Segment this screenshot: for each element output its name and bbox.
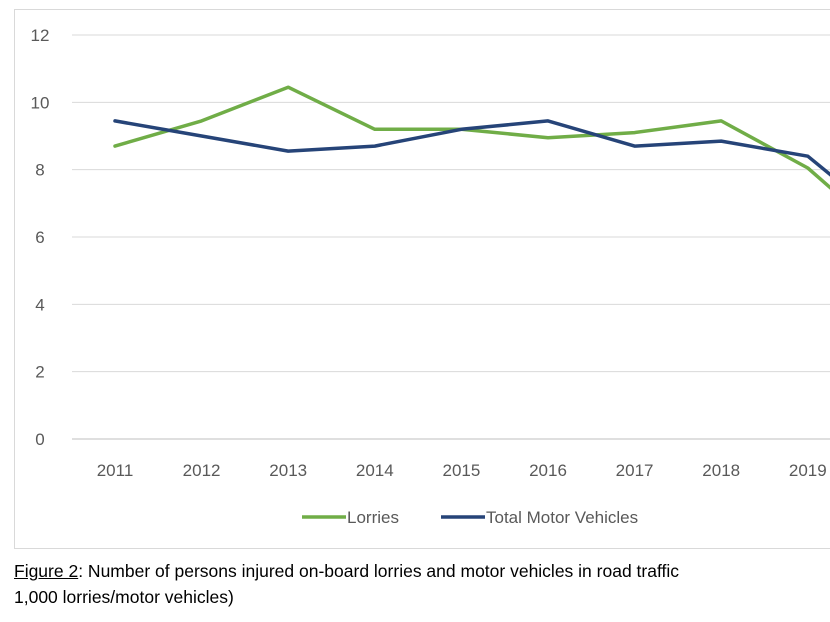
- caption-text: : Number of persons injured on-board lor…: [78, 561, 680, 581]
- series-lines: [113, 85, 830, 190]
- legend-label: Lorries: [347, 508, 399, 527]
- x-tick-label: 2018: [702, 461, 740, 480]
- y-tick-label: 2: [35, 363, 44, 382]
- caption-line-2: 1,000 lorries/motor vehicles): [14, 587, 234, 607]
- y-tick-label: 12: [31, 26, 50, 45]
- figure-label: Figure 2: [14, 561, 79, 581]
- y-axis-tick-labels: 0 2 4 6 8 10 12: [31, 26, 50, 449]
- x-tick-label: 2016: [529, 461, 567, 480]
- y-tick-label: 6: [35, 228, 44, 247]
- x-tick-label: 2019: [789, 461, 827, 480]
- series-line-lorries: [113, 85, 830, 190]
- y-tick-label: 4: [35, 295, 44, 314]
- series-line-total-motor-vehicles: [113, 119, 830, 177]
- x-tick-label: 2011: [97, 461, 134, 480]
- y-tick-label: 0: [35, 430, 44, 449]
- chart-frame: [14, 9, 830, 549]
- x-tick-label: 2017: [616, 461, 654, 480]
- x-tick-label: 2012: [183, 461, 221, 480]
- legend-label: Total Motor Vehicles: [486, 508, 638, 527]
- x-tick-label: 2015: [442, 461, 480, 480]
- y-tick-label: 10: [31, 93, 50, 112]
- x-tick-label: 2013: [269, 461, 307, 480]
- x-tick-label: 2014: [356, 461, 394, 480]
- y-tick-label: 8: [35, 161, 44, 180]
- legend: Lorries Total Motor Vehicles: [302, 508, 638, 527]
- x-axis-tick-labels: 2011 2012 2013 2014 2015 2016 2017 2018 2019: [97, 461, 827, 480]
- figure-caption: Figure 2: Number of persons injured on-b…: [14, 558, 830, 610]
- gridlines: [72, 34, 830, 440]
